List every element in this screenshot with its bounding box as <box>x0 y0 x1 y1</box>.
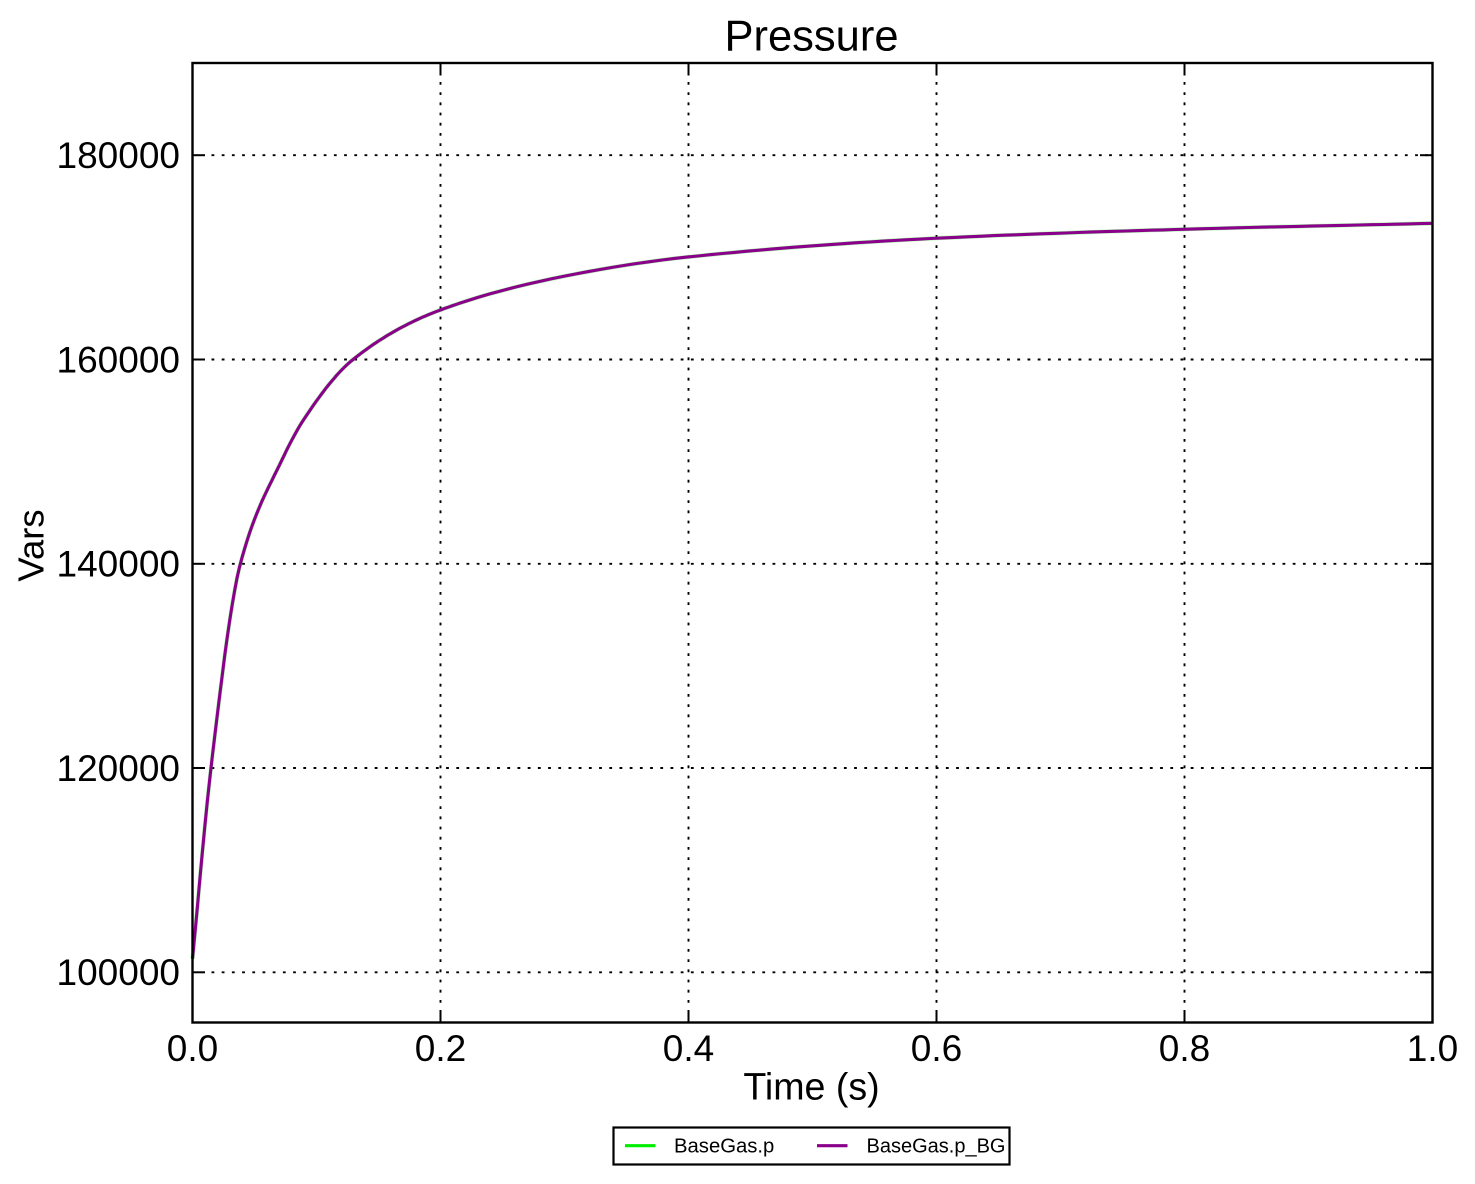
svg-text:100000: 100000 <box>57 952 180 993</box>
svg-text:BaseGas.p_BG: BaseGas.p_BG <box>867 1135 1006 1157</box>
svg-text:160000: 160000 <box>57 339 180 380</box>
svg-text:1.0: 1.0 <box>1407 1028 1458 1069</box>
svg-text:0.6: 0.6 <box>911 1028 962 1069</box>
svg-text:Pressure: Pressure <box>724 13 898 61</box>
svg-text:120000: 120000 <box>57 748 180 789</box>
svg-text:BaseGas.p: BaseGas.p <box>674 1135 774 1157</box>
svg-text:0.4: 0.4 <box>663 1028 714 1069</box>
svg-text:140000: 140000 <box>57 544 180 585</box>
svg-text:0.0: 0.0 <box>167 1028 218 1069</box>
svg-text:Vars: Vars <box>11 509 52 581</box>
svg-text:Time (s): Time (s) <box>743 1066 879 1108</box>
svg-text:180000: 180000 <box>57 135 180 176</box>
svg-text:0.8: 0.8 <box>1159 1028 1210 1069</box>
svg-text:0.2: 0.2 <box>415 1028 466 1069</box>
